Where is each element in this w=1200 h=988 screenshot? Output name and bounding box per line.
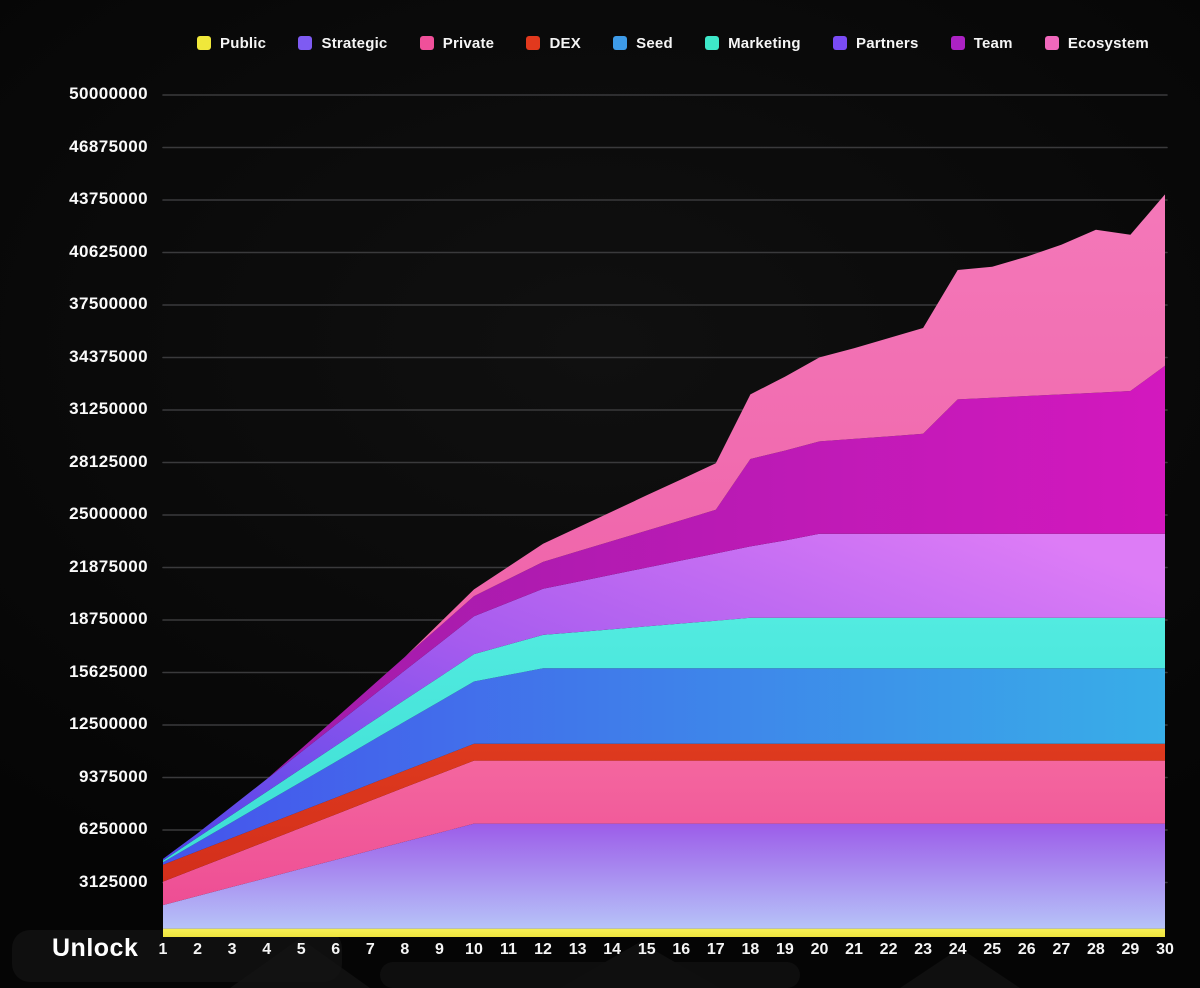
- legend-label-private: Private: [442, 34, 495, 52]
- legend-item-strategic[interactable]: Strategic: [298, 35, 387, 52]
- x-tick-22: 22: [879, 941, 898, 958]
- x-tick-4: 4: [262, 941, 272, 958]
- x-tick-15: 15: [637, 941, 656, 958]
- chart-legend: Public Strategic Private DEX Seed Marketing Pa…: [197, 32, 1149, 54]
- x-tick-3: 3: [227, 941, 237, 958]
- legend-item-dex[interactable]: DEX: [526, 34, 581, 52]
- x-tick-29: 29: [1121, 941, 1140, 958]
- area-private[interactable]: [163, 760, 1165, 906]
- legend-item-private[interactable]: Private: [419, 34, 495, 52]
- x-tick-20: 20: [810, 941, 829, 958]
- x-tick-9: 9: [434, 941, 444, 958]
- x-tick-14: 14: [603, 941, 622, 958]
- legend-item-public[interactable]: Public: [197, 35, 266, 52]
- y-tick-46875000: 46875000: [69, 136, 148, 156]
- background-watermark: [12, 930, 1020, 988]
- legend-label-marketing: Marketing: [728, 34, 801, 52]
- x-tick-8: 8: [400, 941, 410, 958]
- x-tick-12: 12: [534, 941, 552, 958]
- x-tick-17: 17: [706, 941, 725, 958]
- legend-label-team: Team: [973, 34, 1013, 52]
- x-tick-11: 11: [500, 941, 517, 958]
- y-tick-21875000: 21875000: [69, 556, 148, 576]
- x-axis-title: Unlock: [52, 934, 139, 962]
- y-tick-37500000: 37500000: [69, 294, 148, 313]
- legend-item-partners[interactable]: Partners: [833, 35, 918, 52]
- legend-label-ecosystem: Ecosystem: [1067, 34, 1149, 52]
- legend-swatch-partners: [833, 36, 848, 50]
- y-tick-25000000: 25000000: [69, 504, 148, 523]
- x-tick-26: 26: [1017, 941, 1036, 958]
- x-tick-2: 2: [193, 941, 202, 958]
- x-tick-24: 24: [948, 941, 967, 958]
- x-tick-7: 7: [365, 941, 375, 958]
- x-tick-1: 1: [158, 941, 168, 958]
- area-seed[interactable]: [163, 668, 1165, 865]
- legend-label-seed: Seed: [636, 34, 673, 52]
- x-tick-5: 5: [296, 941, 306, 958]
- x-tick-16: 16: [672, 941, 691, 958]
- area-public[interactable]: [163, 928, 1165, 937]
- x-tick-27: 27: [1052, 941, 1071, 958]
- area-partners[interactable]: [163, 533, 1165, 861]
- y-tick-6250000: 6250000: [79, 819, 148, 838]
- y-tick-9375000: 9375000: [79, 766, 148, 786]
- legend-swatch-ecosystem: [1044, 36, 1059, 50]
- y-tick-43750000: 43750000: [69, 189, 148, 208]
- x-tick-6: 6: [331, 941, 341, 958]
- x-tick-10: 10: [465, 941, 483, 958]
- area-series-group[interactable]: [163, 194, 1165, 937]
- y-tick-50000000: 50000000: [69, 84, 148, 103]
- legend-swatch-seed: [613, 36, 628, 50]
- legend-label-partners: Partners: [856, 34, 919, 52]
- x-tick-30: 30: [1156, 941, 1174, 958]
- x-tick-28: 28: [1086, 941, 1105, 958]
- area-ecosystem[interactable]: [163, 194, 1165, 859]
- x-tick-13: 13: [568, 941, 587, 958]
- y-tick-12500000: 12500000: [69, 714, 148, 733]
- legend-swatch-public: [197, 36, 211, 50]
- y-tick-28125000: 28125000: [69, 451, 148, 471]
- legend-swatch-team: [950, 36, 965, 50]
- y-tick-18750000: 18750000: [69, 609, 148, 628]
- legend-item-team[interactable]: Team: [950, 34, 1013, 52]
- legend-swatch-dex: [526, 36, 541, 50]
- y-tick-31250000: 31250000: [69, 399, 148, 418]
- legend-label-public: Public: [220, 34, 267, 52]
- y-tick-40625000: 40625000: [69, 241, 148, 261]
- y-tick-3125000: 3125000: [79, 871, 148, 891]
- y-tick-34375000: 34375000: [69, 346, 148, 366]
- legend-label-strategic: Strategic: [321, 34, 388, 52]
- legend-swatch-strategic: [298, 36, 313, 50]
- legend-item-marketing[interactable]: Marketing: [705, 35, 801, 52]
- x-tick-21: 21: [845, 941, 863, 958]
- x-tick-18: 18: [741, 941, 760, 958]
- area-strategic[interactable]: [163, 823, 1165, 929]
- x-tick-25: 25: [983, 941, 1002, 958]
- x-tick-23: 23: [914, 941, 933, 958]
- legend-swatch-marketing: [705, 36, 720, 50]
- area-team[interactable]: [163, 365, 1165, 859]
- area-dex[interactable]: [163, 743, 1165, 882]
- legend-swatch-private: [419, 36, 434, 50]
- legend-label-dex: DEX: [549, 34, 581, 52]
- y-tick-15625000: 15625000: [69, 661, 148, 681]
- legend-item-ecosystem[interactable]: Ecosystem: [1044, 34, 1149, 52]
- legend-item-seed[interactable]: Seed: [613, 35, 673, 52]
- x-tick-19: 19: [776, 941, 794, 958]
- area-marketing[interactable]: [163, 617, 1165, 863]
